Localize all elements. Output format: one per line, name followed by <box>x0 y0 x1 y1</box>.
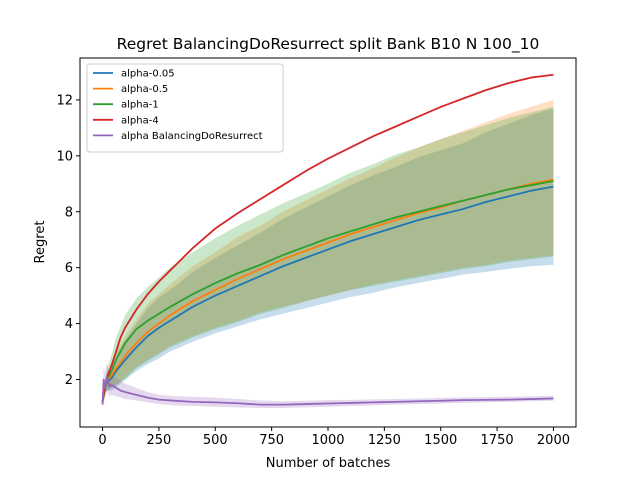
line-alpha-0-05 <box>101 185 554 403</box>
legend-entry-alpha-0-05: alpha-0.05 <box>121 69 175 80</box>
legend-entry-alpha-balancingdoresurrect: alpha BalancingDoResurrect <box>121 131 263 142</box>
band-alpha-1 <box>102 106 554 402</box>
y-tick-label: 2 <box>65 373 73 388</box>
x-tick-label: 1500 <box>424 433 457 448</box>
line-alpha-4 <box>101 73 554 402</box>
y-tick-label: 4 <box>65 317 73 332</box>
y-tick-label: 10 <box>56 149 73 164</box>
line-alpha-1 <box>101 180 554 402</box>
x-tick-label: 2000 <box>537 433 570 448</box>
legend-entry-alpha-0-5: alpha-0.5 <box>121 84 168 95</box>
x-tick-label: 250 <box>146 433 171 448</box>
line-alpha-balancingdoresurrect <box>101 375 554 406</box>
legend: alpha-0.05 alpha-0.5 alpha-1 alpha-4 alpha B… <box>86 63 284 153</box>
x-tick-label: 1250 <box>368 433 401 448</box>
legend-entry-alpha-1: alpha-1 <box>121 100 159 111</box>
confidence-bands <box>102 99 554 408</box>
y-tick-label: 6 <box>65 261 73 276</box>
x-tick-label: 1000 <box>311 433 344 448</box>
legend-box <box>86 63 284 153</box>
y-tick-label: 8 <box>65 205 73 220</box>
legend-entry-alpha-4: alpha-4 <box>121 115 159 126</box>
x-tick-label: 1750 <box>481 433 514 448</box>
y-axis-label: Regret <box>33 221 48 264</box>
chart-title: Regret BalancingDoResurrect split Bank B… <box>117 35 540 54</box>
axes: 0 250 500 750 1000 1250 1500 1750 2000 2 4 6 8 10 12 <box>56 57 577 448</box>
x-tick-label: 750 <box>259 433 284 448</box>
x-tick-label: 500 <box>203 433 228 448</box>
series-lines <box>101 73 554 406</box>
band-alpha-0-5 <box>102 99 554 402</box>
x-axis-label: Number of batches <box>266 456 391 471</box>
y-tick-label: 12 <box>56 93 73 108</box>
band-alpha-0-05 <box>102 108 554 402</box>
x-tick-label: 0 <box>98 433 106 448</box>
